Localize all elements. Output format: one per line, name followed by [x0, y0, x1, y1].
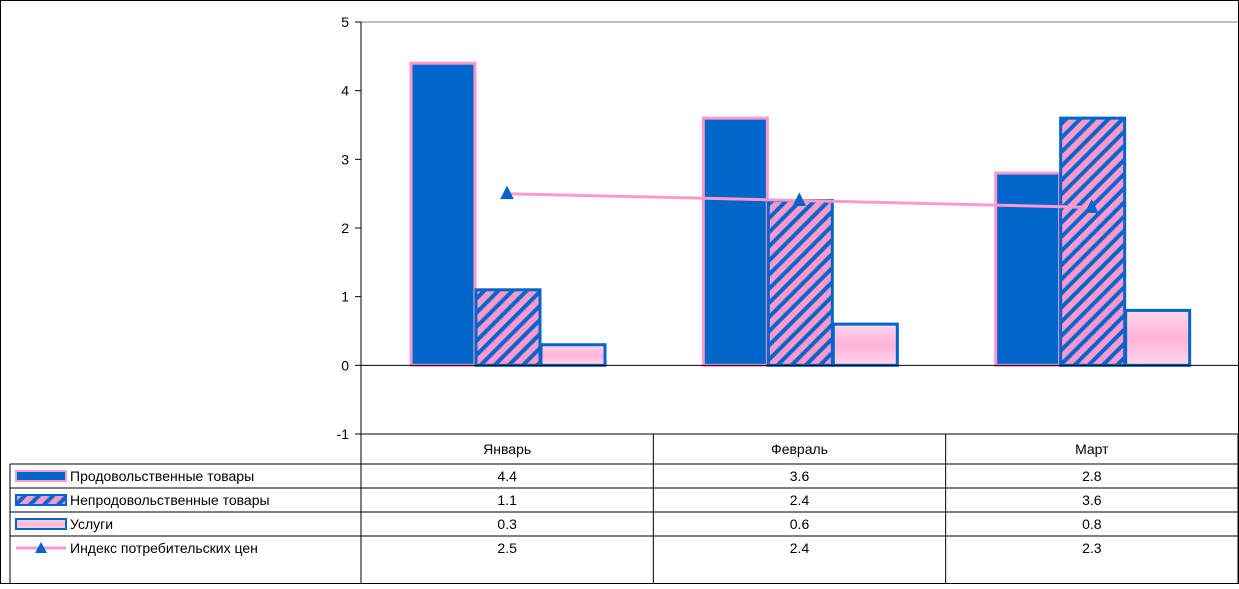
bar-nonfood [766, 199, 834, 367]
table-value: 0.3 [497, 516, 517, 532]
y-tick-label: -1 [337, 426, 350, 442]
y-tick-label: 0 [341, 357, 349, 373]
bar-food [409, 61, 477, 367]
cpi-marker [1084, 199, 1099, 213]
cpi-marker [500, 185, 514, 200]
table-value: 4.4 [497, 468, 517, 484]
bar-food [701, 116, 769, 367]
legend-key-cpi-marker [35, 542, 47, 553]
bar-food [994, 171, 1062, 367]
y-tick-label: 1 [341, 289, 349, 305]
table-value: 3.6 [790, 468, 810, 484]
y-tick-label: 3 [341, 151, 349, 167]
y-tick-label: 5 [341, 14, 349, 30]
bar-services [831, 322, 899, 367]
cpi-marker [792, 192, 807, 207]
table-value: 2.8 [1082, 468, 1102, 484]
table-value: 0.6 [790, 516, 810, 532]
category-label: Январь [483, 441, 531, 457]
bar-services [1124, 308, 1192, 367]
category-label: Февраль [771, 441, 828, 457]
y-tick-label: 2 [341, 220, 349, 236]
table-value: 2.3 [1082, 540, 1102, 556]
table-value: 2.4 [790, 492, 810, 508]
y-tick-label: 4 [341, 83, 349, 99]
legend-key-food [15, 470, 67, 482]
table-value: 1.1 [497, 492, 517, 508]
bar-nonfood [1059, 116, 1127, 367]
table-value: 0.8 [1082, 516, 1102, 532]
legend-key-nonfood [15, 494, 67, 506]
table-value: 2.4 [790, 540, 810, 556]
legend-key-services [15, 518, 67, 530]
legend-series-name: Непродовольственные товары [70, 492, 270, 508]
legend-series-name: Продовольственные товары [70, 468, 254, 484]
table-value: 2.5 [497, 540, 517, 556]
bar-services [539, 343, 607, 367]
legend-series-name: Индекс потребительских цен [70, 540, 258, 556]
category-label: Март [1075, 441, 1109, 457]
legend-series-name: Услуги [70, 516, 113, 532]
table-value: 3.6 [1082, 492, 1102, 508]
bar-nonfood [474, 288, 542, 367]
